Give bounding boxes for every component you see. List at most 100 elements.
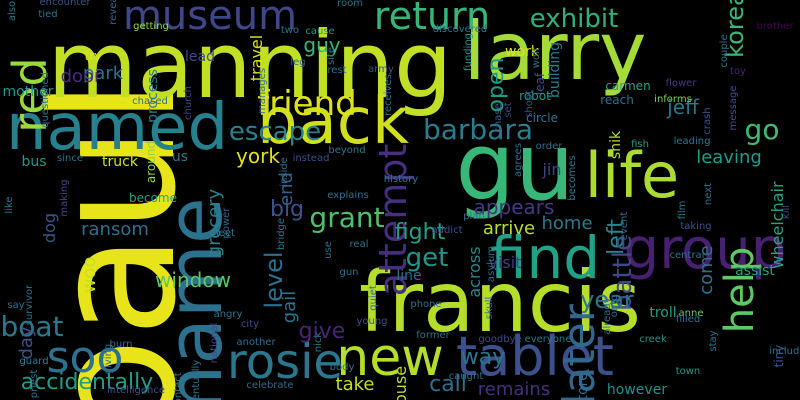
cloud-word: wheelchair [768, 181, 787, 269]
cloud-word: order [535, 141, 563, 152]
cloud-word: line [396, 268, 422, 284]
cloud-word: chase [493, 103, 504, 133]
cloud-word: get [405, 243, 449, 273]
cloud-word: become [128, 191, 178, 205]
cloud-word: quiet [368, 285, 379, 311]
cloud-word: leg [290, 57, 306, 68]
cloud-word: back [256, 85, 410, 159]
cloud-word: lead [185, 49, 215, 65]
cloud-word: brother [756, 21, 794, 32]
cloud-word: visit [488, 253, 522, 272]
cloud-word: manning [47, 12, 453, 119]
cloud-word: friend [257, 84, 357, 124]
cloud-word: chased [132, 96, 168, 107]
cloud-word: bus [21, 154, 47, 170]
cloud-word: making [59, 179, 70, 217]
cloud-word: informs [654, 94, 692, 105]
cloud-word: two [280, 25, 300, 36]
cloud-word: store [575, 372, 591, 400]
cloud-word: agrees [513, 143, 524, 177]
cloud-word: leaving [696, 147, 762, 168]
cloud-word: tied [38, 9, 58, 20]
cloud-word: burn [109, 339, 133, 350]
cloud-word: mother [2, 84, 54, 100]
cloud-word: national [209, 322, 220, 364]
cloud-word: former [416, 330, 450, 341]
cloud-word: angry [213, 309, 243, 320]
cloud-word: fish [631, 139, 649, 150]
cloud-word: around [144, 140, 158, 184]
cloud-word: across [465, 246, 484, 298]
cloud-word: use [323, 241, 334, 259]
cloud-word: barbara [422, 113, 534, 146]
cloud-word: try [84, 49, 102, 63]
cloud-word: jin [542, 160, 562, 179]
cloud-word: instead [292, 153, 330, 164]
cloud-word: giving [103, 343, 114, 375]
cloud-word: woo [79, 256, 100, 294]
cloud-word: funding [463, 32, 474, 72]
cloud-word: young [356, 316, 388, 327]
cloud-word: caught [448, 371, 484, 382]
cloud-word: us [171, 149, 189, 165]
cloud-word: nick [313, 331, 324, 353]
cloud-word: reach [600, 93, 634, 107]
cloud-word: life [584, 139, 680, 212]
cloud-word: meet [209, 228, 235, 239]
cloud-word: rosie [227, 334, 343, 390]
cloud-word: door [60, 66, 102, 87]
cloud-word: power [221, 207, 232, 239]
cloud-word: since [57, 153, 83, 164]
cloud-word: also [7, 0, 18, 22]
cloud-word: boat [0, 310, 64, 343]
cloud-word: larry [463, 5, 647, 98]
cloud-word: revealed [108, 0, 119, 25]
cloud-word: anne [678, 308, 704, 319]
cloud-word: discovered [432, 24, 488, 35]
cloud-word: guard [19, 356, 49, 367]
cloud-word: day [16, 326, 37, 360]
cloud-word: exhibit [529, 4, 619, 34]
cloud-word: group [623, 217, 787, 282]
cloud-word: gail [279, 290, 300, 324]
cloud-word: window [155, 268, 231, 292]
cloud-word: gu [455, 113, 575, 222]
cloud-word: real [349, 239, 369, 250]
cloud-word: gun [339, 267, 359, 278]
cloud-word: addict [431, 225, 463, 236]
cloud-word: intelligence [106, 385, 166, 396]
cloud-word: toy [730, 66, 746, 77]
cloud-word: couple [719, 34, 730, 68]
cloud-word: inside [279, 157, 290, 187]
cloud-word: find [489, 224, 601, 292]
cloud-word: jeff [667, 95, 699, 119]
cloud-word: robot [519, 89, 551, 103]
cloud-word: fight [394, 220, 446, 245]
cloud-word: tablet [456, 325, 614, 388]
cloud-word: park [82, 63, 124, 84]
cloud-word: way [460, 345, 506, 370]
cloud-word: explains [327, 190, 369, 201]
cloud-word: cause [305, 26, 335, 37]
cloud-word: big [269, 197, 305, 222]
cloud-word: dog [40, 212, 59, 244]
cloud-word: ransom [81, 219, 149, 240]
cloud-word: carmen [605, 79, 651, 93]
cloud-word: guy [303, 33, 341, 57]
cloud-word: onto [609, 294, 620, 318]
cloud-word: creek [639, 334, 667, 345]
cloud-word: eventually [191, 359, 202, 400]
cloud-word: army [368, 64, 394, 75]
cloud-word: remains [477, 379, 551, 400]
cloud-word: new [336, 328, 444, 388]
cloud-word: kill [781, 204, 792, 220]
cloud-word: phone [410, 299, 442, 310]
cloud-word: becomes [567, 155, 578, 201]
cloud-word: home [541, 213, 593, 234]
cloud-word: assist [735, 263, 775, 279]
cloud-word: survivor [24, 284, 35, 326]
cloud-word: celebrate [246, 380, 294, 391]
cloud-word: skull [484, 296, 495, 320]
cloud-word: year [580, 286, 634, 314]
